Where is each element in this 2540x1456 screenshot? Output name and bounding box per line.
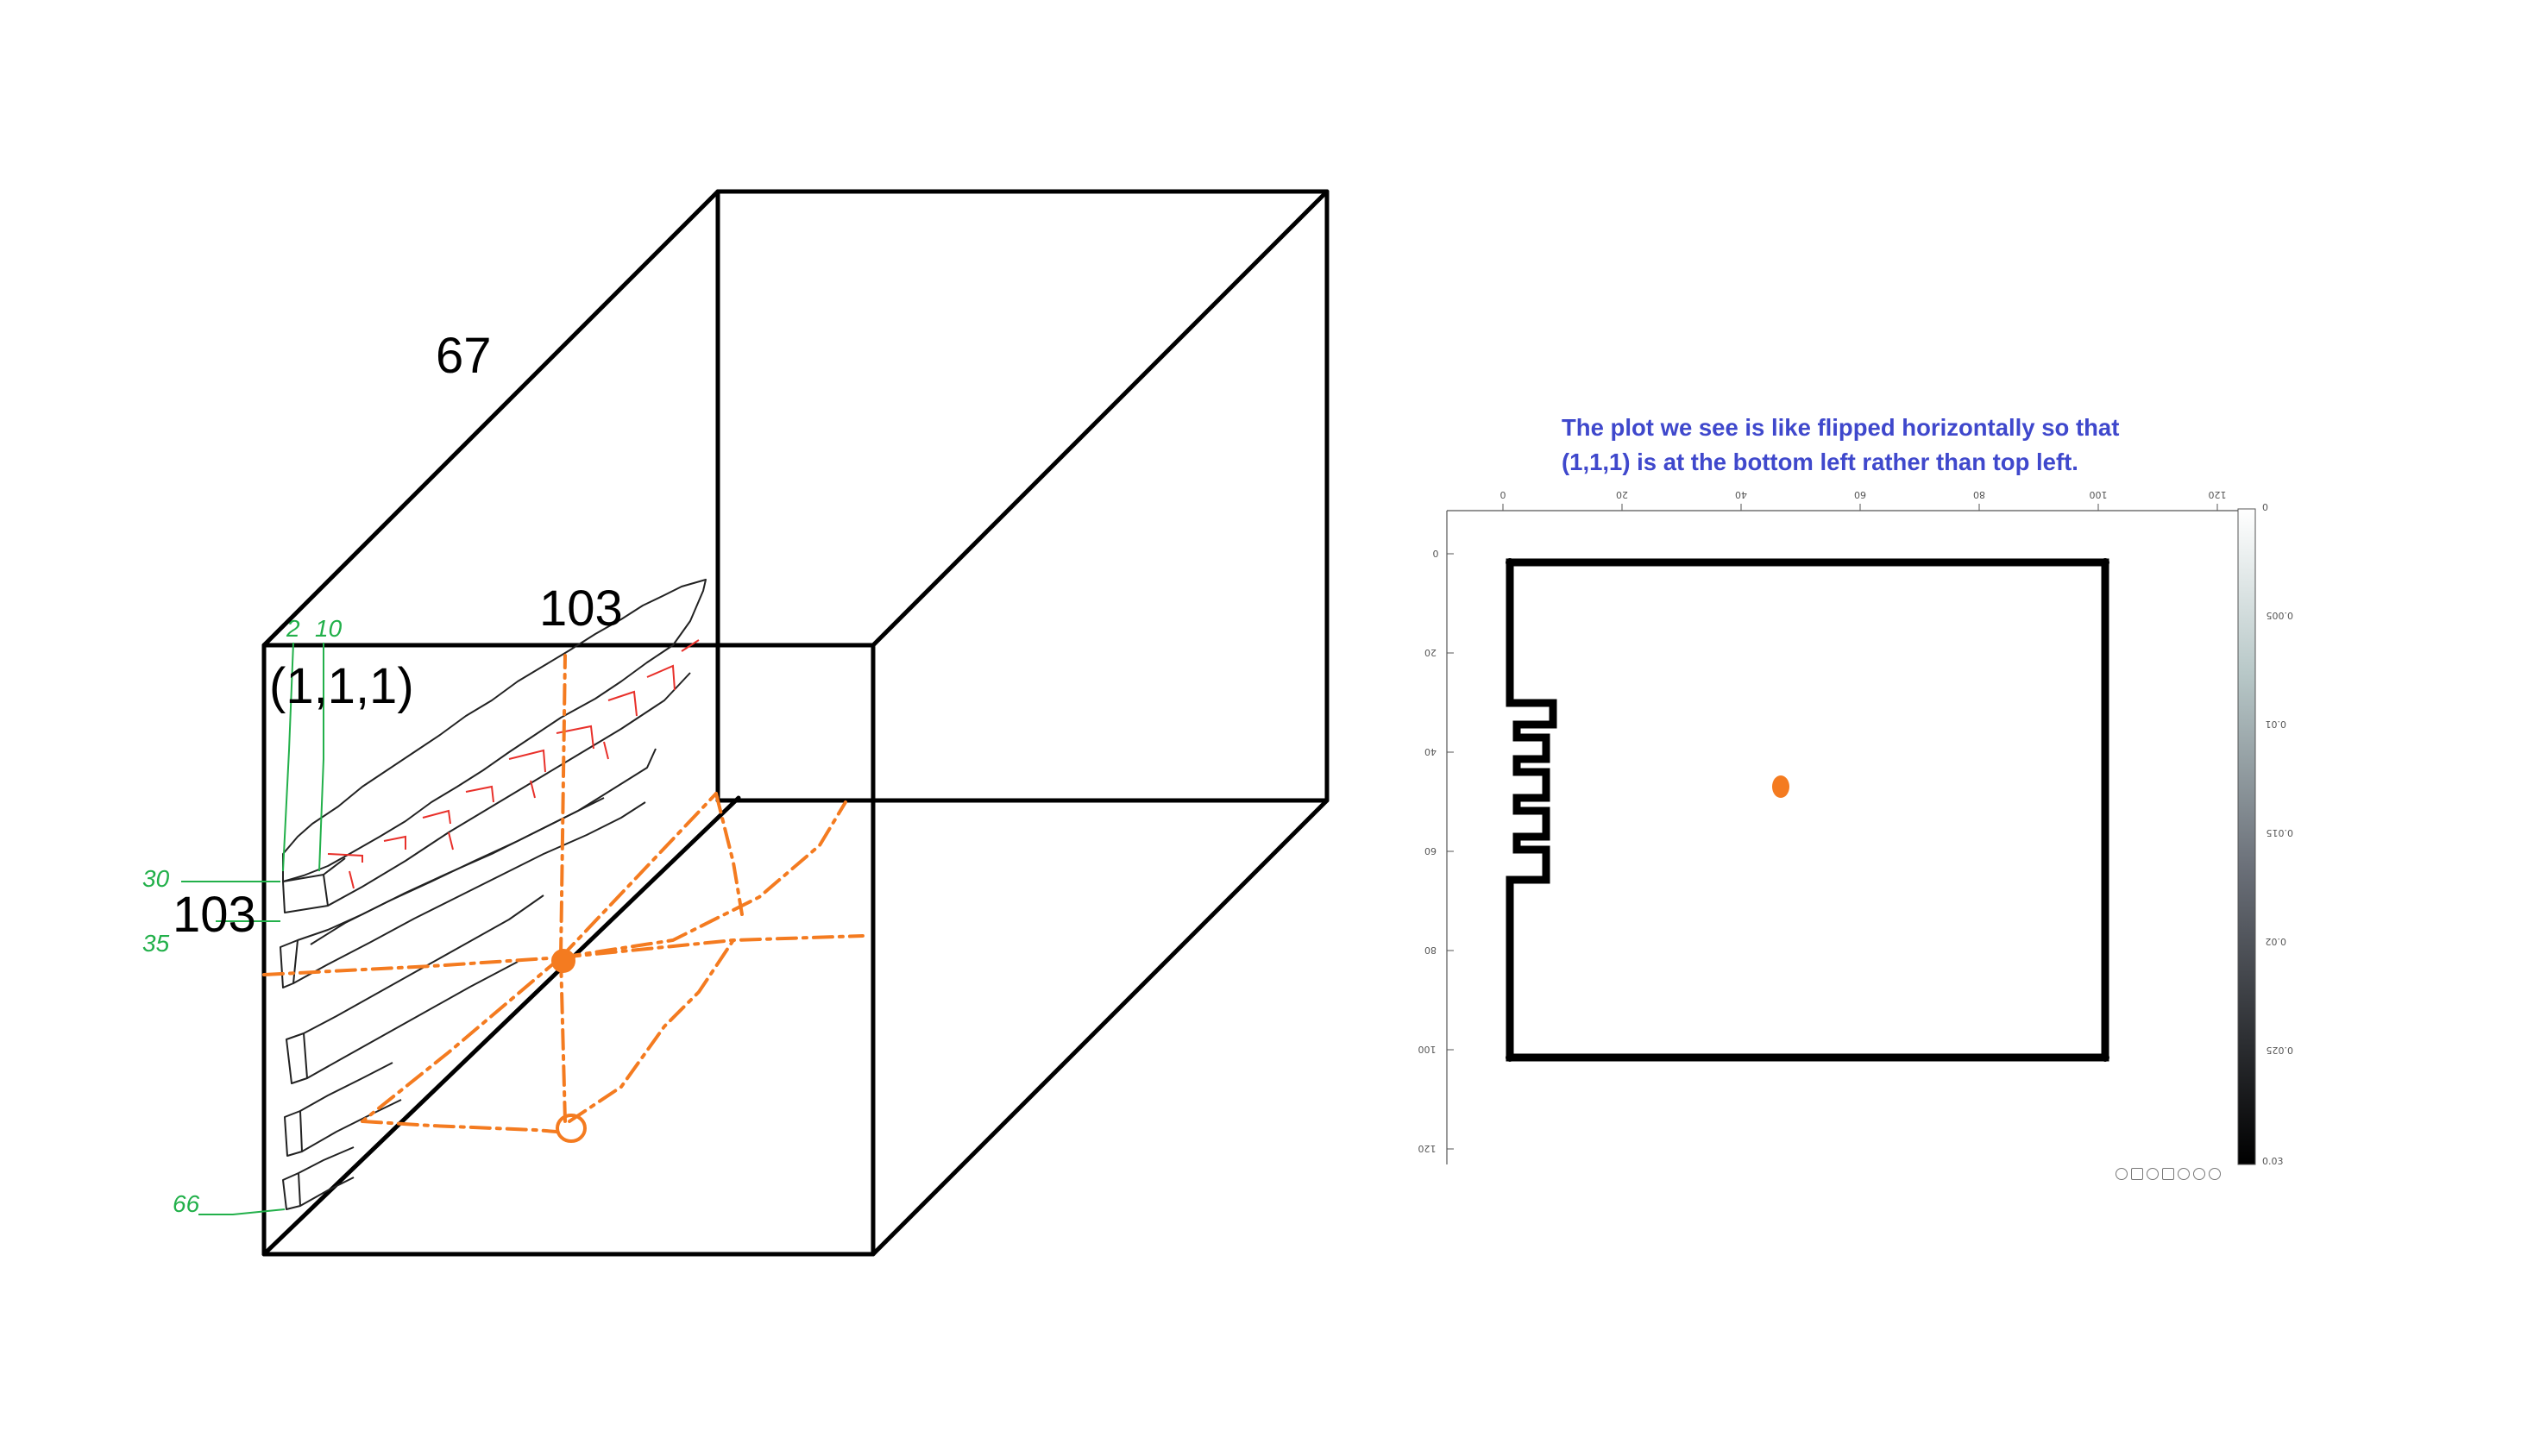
- label-depth: 67: [436, 328, 492, 384]
- pan-icon[interactable]: [2162, 1168, 2174, 1180]
- slab-4: [284, 1110, 303, 1157]
- colorbar-tick-label: 0.015: [2267, 827, 2294, 838]
- y-tick-label: 60: [1424, 845, 1437, 857]
- cursor-icon[interactable]: [2116, 1168, 2128, 1180]
- annotation-note: The plot we see is like flipped horizont…: [1562, 411, 2269, 480]
- annotation-note-line-2: (1,1,1) is at the bottom left rather tha…: [1562, 449, 2078, 475]
- zoom-in-icon[interactable]: [2147, 1168, 2159, 1180]
- green-label-10: 10: [315, 615, 343, 642]
- colorbar-tick-label: 0: [2262, 502, 2268, 513]
- annotation-note-line-1: The plot we see is like flipped horizont…: [1562, 414, 2120, 441]
- plot-orange-dot: [1772, 775, 1789, 798]
- plot-toolbar: [2116, 1164, 2236, 1183]
- zoom-out-icon[interactable]: [2193, 1168, 2205, 1180]
- cube-front-face: [261, 643, 876, 1257]
- home-icon[interactable]: [2209, 1168, 2221, 1180]
- orange-guides: [262, 654, 864, 1133]
- y-tick-label: 20: [1424, 647, 1437, 658]
- colorbar: [2237, 508, 2256, 1165]
- cube-edge-top-left: [261, 189, 720, 648]
- cube-wireframe: [261, 189, 1330, 1257]
- slab-sketches: [280, 579, 707, 1210]
- slab-2: [280, 939, 299, 988]
- slab-5: [282, 1172, 301, 1210]
- colorbar-tick-label: 0.02: [2266, 936, 2287, 947]
- cube-edge-top-right: [871, 189, 1330, 648]
- cube-back-face: [715, 189, 1330, 803]
- label-height: 103: [173, 887, 256, 943]
- x-tick-marks: [1502, 504, 2218, 511]
- plot-panel: 0 20 40 60 80 100 120 0 20 40 60 80 100 …: [1418, 489, 2294, 1167]
- slab-1: [282, 579, 707, 882]
- x-tick-label: 100: [2090, 489, 2108, 500]
- y-tick-label: 100: [1418, 1044, 1437, 1055]
- green-label-66: 66: [173, 1190, 200, 1217]
- plot-boundary: [1506, 558, 2109, 1062]
- x-tick-label: 80: [1973, 489, 1985, 500]
- rotate-icon[interactable]: [2178, 1168, 2190, 1180]
- colorbar-ticks: 0 0.005 0.01 0.015 0.02 0.025 0.03: [2262, 502, 2293, 1167]
- colorbar-tick-label: 0.03: [2262, 1156, 2284, 1167]
- x-tick-label: 40: [1735, 489, 1747, 500]
- corner-dots: [1506, 558, 2109, 1062]
- x-tick-label: 0: [1500, 489, 1506, 500]
- y-tick-label: 0: [1433, 548, 1439, 559]
- label-origin: (1,1,1): [269, 658, 414, 714]
- slab-3: [286, 1032, 308, 1084]
- green-label-30: 30: [142, 865, 170, 892]
- y-tick-label: 40: [1424, 746, 1437, 757]
- x-tick-labels: 0 20 40 60 80 100 120: [1500, 489, 2227, 500]
- cube-edge-bottom-right: [871, 798, 1330, 1257]
- orange-circle-bottom: [556, 1114, 587, 1143]
- green-label-35: 35: [142, 930, 170, 957]
- x-tick-label: 120: [2209, 489, 2227, 500]
- plot-axes: [1446, 510, 2243, 1164]
- y-tick-label: 80: [1424, 945, 1437, 956]
- x-tick-label: 20: [1616, 489, 1628, 500]
- x-tick-label: 60: [1854, 489, 1866, 500]
- green-leaders: [181, 642, 324, 1215]
- green-label-2: 2: [286, 615, 300, 642]
- colorbar-tick-label: 0.005: [2267, 610, 2294, 621]
- cube-edge-bottom-left: [261, 795, 741, 1257]
- label-top-width: 103: [539, 581, 623, 637]
- colorbar-tick-label: 0.025: [2267, 1045, 2294, 1056]
- red-marks: [327, 639, 700, 889]
- y-tick-label: 120: [1418, 1143, 1437, 1154]
- save-icon[interactable]: [2131, 1168, 2143, 1180]
- y-tick-marks: [1447, 553, 1454, 1150]
- orange-dot-center: [551, 949, 575, 973]
- y-tick-labels: 0 20 40 60 80 100 120: [1418, 548, 1439, 1154]
- colorbar-tick-label: 0.01: [2266, 719, 2287, 730]
